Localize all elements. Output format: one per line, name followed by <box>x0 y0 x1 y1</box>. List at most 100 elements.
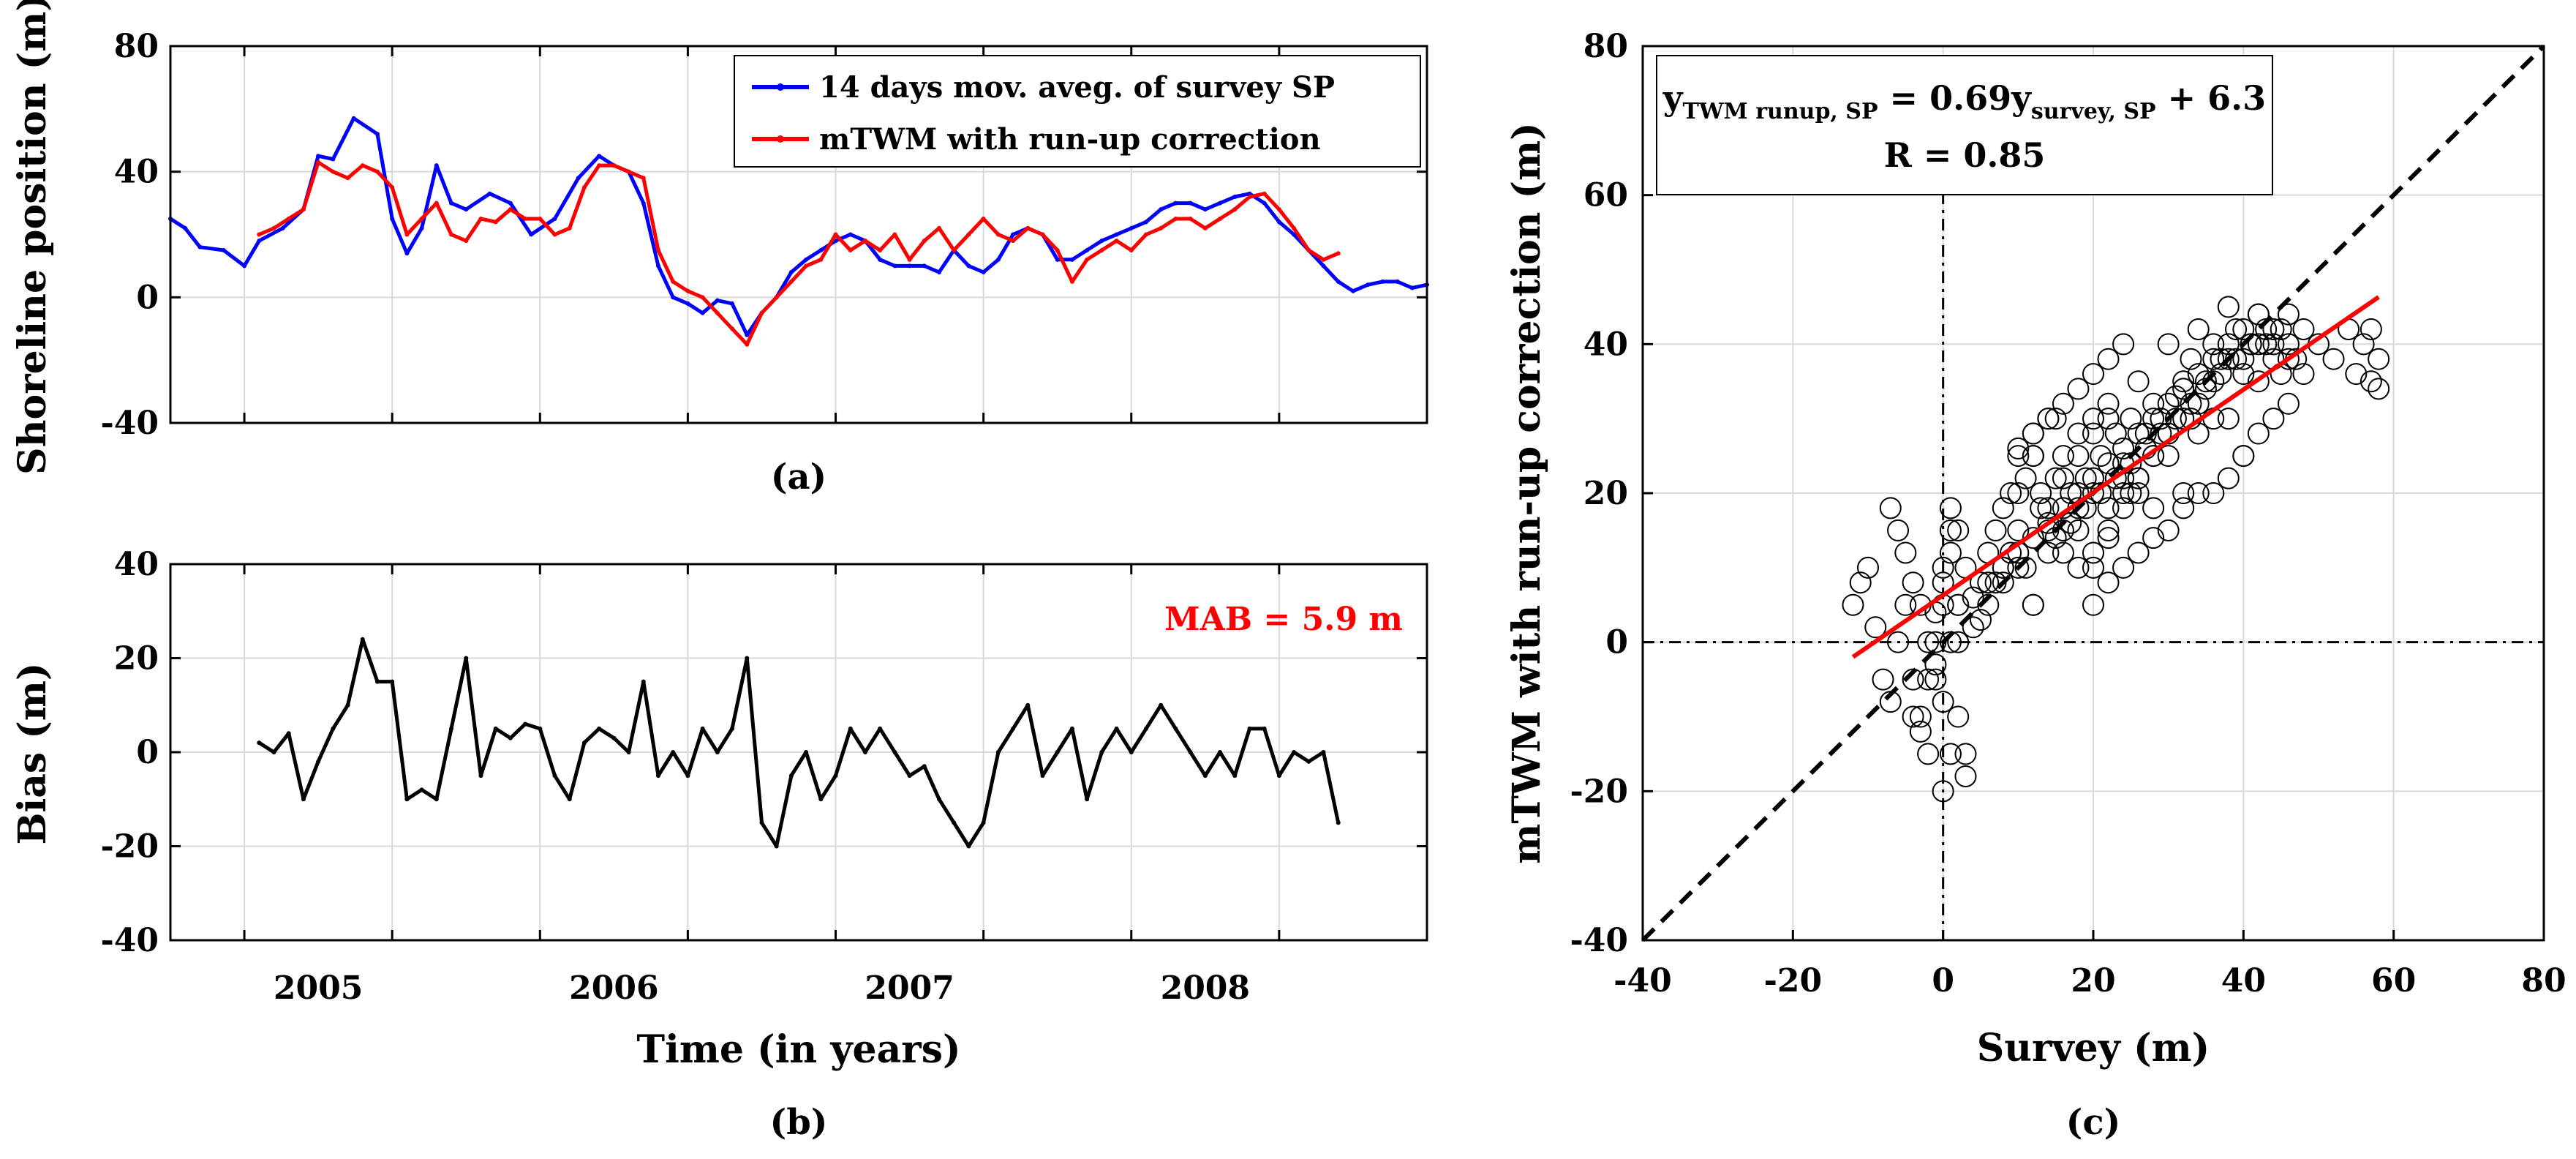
scatter-point <box>2187 422 2210 445</box>
data-point <box>655 263 660 269</box>
data-point <box>419 225 424 230</box>
data-point <box>434 200 439 206</box>
scatter-point <box>1992 497 2014 520</box>
scatter-point <box>2007 519 2030 541</box>
scatter-point <box>2255 333 2278 356</box>
scatter-point <box>2067 422 2090 445</box>
data-point <box>952 247 957 252</box>
scatter-point <box>2127 482 2150 504</box>
scatter-point <box>1924 631 1947 653</box>
data-point <box>1159 225 1164 230</box>
data-point <box>1173 200 1178 206</box>
scatter-point <box>1887 519 1910 541</box>
panel-c-y-ticks: -40 -20 0 20 40 60 80 <box>1570 28 1653 959</box>
scatter-point <box>2292 363 2315 386</box>
scatter-point <box>1947 519 1970 541</box>
data-point <box>1292 225 1297 230</box>
scatter-point <box>2082 593 2104 616</box>
scatter-point <box>2120 408 2142 430</box>
y-tick-label: 0 <box>136 734 159 771</box>
scatter-point <box>2247 422 2270 445</box>
data-point <box>1366 282 1371 288</box>
scatter-point <box>1842 593 1864 616</box>
data-point <box>804 750 809 754</box>
scatter-point <box>2127 541 2150 564</box>
panel-b-y-ticks: -40 -20 0 20 40 <box>101 546 1427 959</box>
data-point <box>655 247 660 252</box>
data-point <box>818 797 824 802</box>
data-point <box>1143 220 1148 225</box>
scatter-point <box>2090 445 2112 468</box>
data-point <box>464 207 469 212</box>
data-point <box>685 773 690 779</box>
scatter-point <box>1917 668 1940 691</box>
scatter-point <box>2007 437 2030 460</box>
scatter-point <box>1902 668 1924 691</box>
panel-c-xlabel: Survey (m) <box>1977 1026 2210 1070</box>
data-point <box>922 263 927 269</box>
data-point <box>493 726 498 731</box>
data-point <box>1380 279 1385 284</box>
data-point <box>892 263 897 269</box>
scatter-point <box>1939 631 1962 653</box>
equation-box-frame <box>1656 55 2273 195</box>
data-point <box>774 844 779 849</box>
data-point <box>1262 191 1267 196</box>
data-point <box>878 247 883 252</box>
scatter-point <box>1864 616 1887 639</box>
panel-a-shoreline-chart: -40 0 40 80 Shoreline position (m) (a) 14 d… <box>10 0 1429 498</box>
scatter-point <box>2022 422 2044 445</box>
data-point <box>1218 200 1223 206</box>
data-point <box>1202 773 1208 779</box>
y-tick-label: -40 <box>101 405 159 442</box>
scatter-point <box>2247 303 2270 326</box>
data-point <box>848 232 853 237</box>
scatter-point <box>2044 527 2067 550</box>
data-point <box>981 217 986 222</box>
scatter-point <box>2142 392 2165 415</box>
data-point <box>745 342 750 347</box>
data-point <box>981 270 986 274</box>
data-point <box>1099 750 1104 754</box>
data-point <box>1232 773 1238 779</box>
data-point <box>316 759 321 764</box>
scatter-point <box>2007 482 2030 504</box>
data-point <box>966 844 971 849</box>
data-point <box>759 310 764 315</box>
panel-b-label: (b) <box>770 1102 828 1143</box>
data-point <box>316 160 321 165</box>
legend-label-mtwm: mTWM with run-up correction <box>819 122 1321 157</box>
data-point <box>1336 820 1341 825</box>
panel-c-points <box>1842 296 2390 803</box>
data-point <box>508 200 513 206</box>
scatter-point <box>2150 408 2172 430</box>
data-point <box>804 257 809 262</box>
scatter-point <box>2232 445 2255 468</box>
correlation-r: R = 0.85 <box>1884 135 2046 175</box>
panel-c-label: (c) <box>2066 1102 2121 1143</box>
data-point <box>552 232 557 237</box>
scatter-point <box>2097 348 2120 370</box>
scatter-point <box>2172 378 2195 400</box>
data-point <box>434 163 439 168</box>
scatter-point <box>2052 541 2074 564</box>
scatter-point <box>2097 519 2120 541</box>
legend-box <box>734 55 1421 168</box>
data-point <box>966 232 971 237</box>
data-point <box>464 239 469 244</box>
data-point <box>700 726 705 731</box>
scatter-point <box>2262 318 2285 340</box>
data-point <box>1011 239 1016 244</box>
data-point <box>1247 726 1252 731</box>
data-point <box>1202 207 1208 212</box>
data-point <box>1247 195 1252 199</box>
data-point <box>581 740 587 746</box>
data-point <box>788 270 794 274</box>
scatter-point <box>2352 333 2375 356</box>
data-point <box>715 298 720 303</box>
scatter-point <box>1879 497 1902 520</box>
scatter-point <box>2022 593 2044 616</box>
scatter-point <box>2082 467 2104 490</box>
scatter-point <box>2127 422 2150 445</box>
data-point <box>892 750 897 754</box>
